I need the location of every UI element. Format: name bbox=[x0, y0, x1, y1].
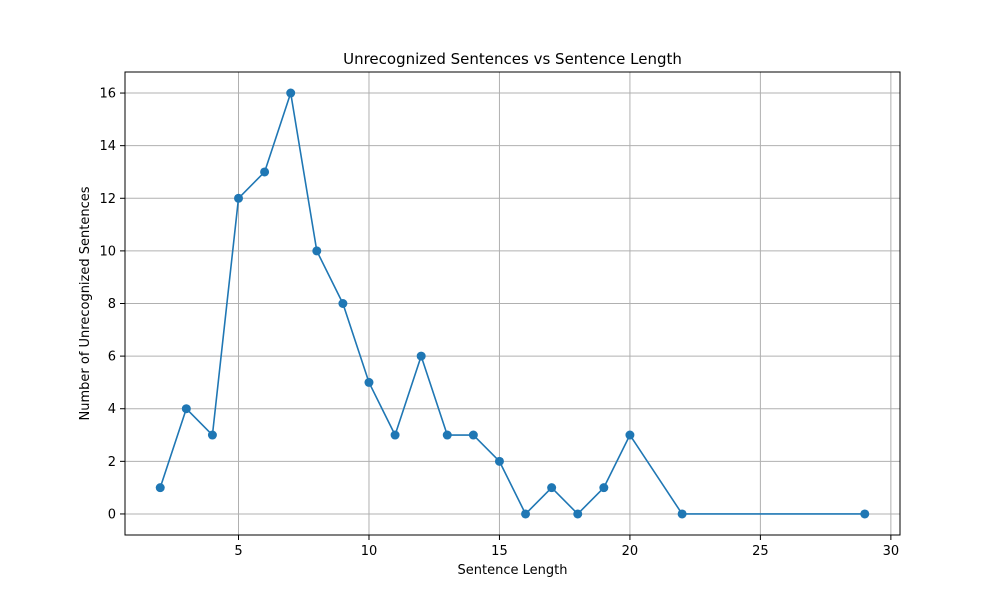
y-tick-label: 16 bbox=[99, 87, 116, 102]
data-point bbox=[573, 509, 582, 518]
data-point bbox=[495, 457, 504, 466]
data-point bbox=[208, 431, 217, 440]
data-point bbox=[260, 167, 269, 176]
data-point bbox=[625, 431, 634, 440]
chart-title: Unrecognized Sentences vs Sentence Lengt… bbox=[343, 50, 682, 68]
data-point bbox=[469, 431, 478, 440]
data-point bbox=[860, 509, 869, 518]
data-point bbox=[338, 299, 347, 308]
data-point bbox=[182, 404, 191, 413]
x-axis-label: Sentence Length bbox=[458, 563, 568, 578]
y-tick-label: 10 bbox=[99, 244, 116, 259]
y-tick-label: 2 bbox=[108, 455, 116, 470]
y-tick-label: 0 bbox=[108, 507, 116, 522]
x-tick-label: 10 bbox=[361, 544, 378, 559]
data-point bbox=[417, 352, 426, 361]
y-tick-label: 12 bbox=[99, 192, 116, 207]
x-tick-label: 25 bbox=[752, 544, 769, 559]
x-tick-label: 20 bbox=[622, 544, 639, 559]
data-point bbox=[286, 89, 295, 98]
data-point bbox=[521, 509, 530, 518]
data-point bbox=[364, 378, 373, 387]
data-point bbox=[234, 194, 243, 203]
data-point bbox=[678, 509, 687, 518]
data-point bbox=[391, 431, 400, 440]
data-point bbox=[312, 246, 321, 255]
x-tick-label: 15 bbox=[491, 544, 508, 559]
y-tick-label: 6 bbox=[108, 350, 116, 365]
data-point bbox=[443, 431, 452, 440]
y-axis-label: Number of Unrecognized Sentences bbox=[78, 186, 93, 420]
y-tick-label: 4 bbox=[108, 402, 116, 417]
data-point bbox=[547, 483, 556, 492]
data-point bbox=[599, 483, 608, 492]
data-point bbox=[156, 483, 165, 492]
y-tick-label: 14 bbox=[99, 139, 116, 154]
y-tick-label: 8 bbox=[108, 297, 116, 312]
x-tick-label: 30 bbox=[883, 544, 900, 559]
x-tick-label: 5 bbox=[234, 544, 242, 559]
